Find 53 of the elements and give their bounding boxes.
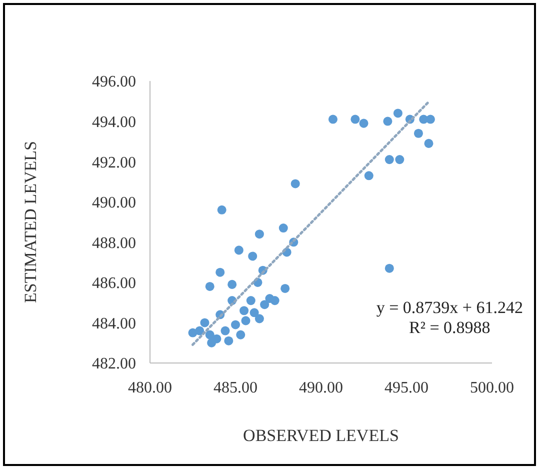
point (270, 296, 280, 306)
point (241, 316, 250, 326)
point (220, 326, 230, 336)
point (384, 264, 394, 273)
point (236, 330, 246, 340)
annotation: y = 0.8739x + 61.242 (376, 298, 523, 318)
point (195, 326, 204, 336)
point (224, 336, 234, 346)
point (328, 114, 338, 124)
x-tick-label: 485.00 (214, 379, 258, 396)
point (234, 246, 244, 255)
point (364, 171, 374, 180)
point (250, 308, 259, 318)
point (395, 155, 404, 164)
point (384, 155, 394, 164)
y-tick-label: 488.00 (92, 234, 136, 252)
point (383, 116, 392, 126)
point (205, 330, 214, 340)
point (200, 318, 210, 328)
point (246, 296, 256, 306)
point (260, 300, 270, 310)
point (228, 280, 237, 289)
annotation: R² = 0.8988 (408, 318, 492, 338)
point (254, 314, 264, 324)
point (393, 108, 402, 118)
y-tick-label: 490.00 (92, 194, 136, 212)
y-tick-label: 482.00 (92, 356, 136, 373)
x-axis-title: OBSERVED LEVELS (243, 426, 399, 445)
point (230, 320, 240, 330)
point (359, 118, 368, 128)
point (254, 230, 264, 239)
point (280, 284, 290, 293)
point (414, 128, 423, 138)
point (207, 338, 216, 348)
point (248, 252, 258, 261)
point (424, 138, 434, 148)
point (205, 282, 214, 291)
y-tick-label: 484.00 (92, 315, 136, 332)
point (290, 179, 300, 188)
x-tick-label: 495.00 (384, 379, 428, 396)
point (216, 268, 225, 277)
y-tick-label: 496.00 (92, 74, 136, 91)
y-axis-title: ESTIMATED LEVELS (21, 141, 40, 303)
x-tick-label: 490.00 (299, 379, 343, 396)
point (350, 114, 360, 124)
x-tick-label: 500.00 (470, 379, 514, 396)
y-tick-label: 494.00 (92, 114, 136, 131)
y-tick-label: 486.00 (92, 275, 136, 292)
y-tick-label: 492.00 (92, 154, 136, 172)
point (240, 306, 249, 316)
x-tick-label: 480.00 (128, 379, 172, 396)
point (217, 205, 226, 214)
point (278, 224, 288, 233)
